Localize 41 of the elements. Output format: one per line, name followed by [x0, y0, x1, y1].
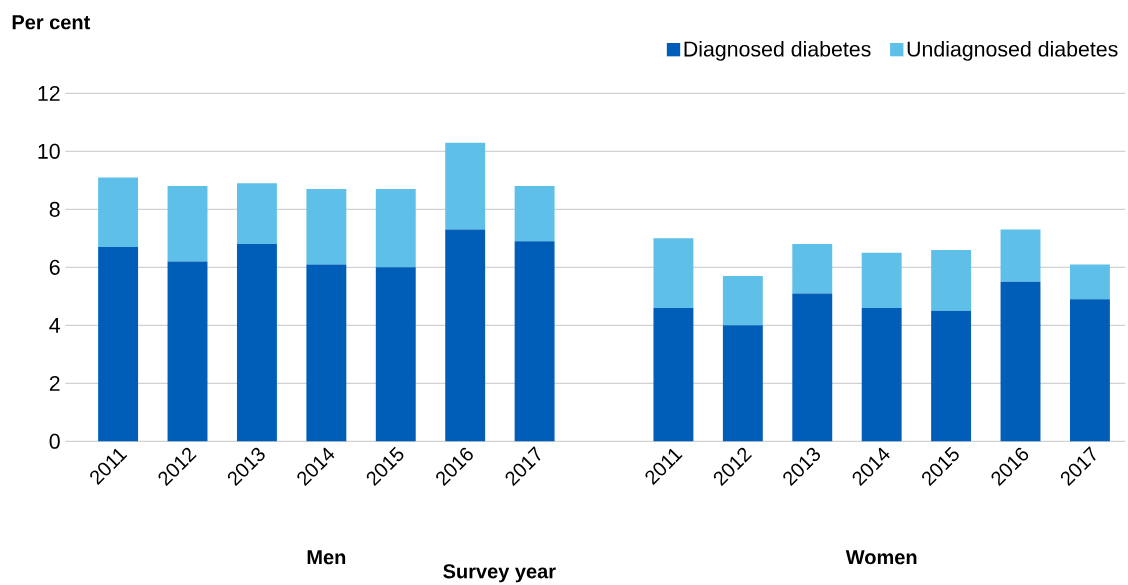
bar	[653, 307, 694, 442]
bar	[236, 183, 277, 245]
bar	[861, 252, 902, 308]
y-tick-label: 0	[49, 433, 60, 449]
bar	[445, 142, 486, 230]
bar	[1000, 281, 1041, 442]
bar	[167, 261, 208, 442]
y-axis-title: Per cent	[12, 15, 91, 30]
bar	[445, 229, 486, 442]
y-tick-label: 10	[38, 143, 60, 159]
bar	[1000, 229, 1041, 282]
bar	[861, 307, 902, 442]
y-tick-label: 4	[49, 317, 60, 333]
bar	[722, 276, 763, 326]
bar	[514, 186, 555, 242]
bar	[306, 264, 347, 442]
x-axis-title: Survey year	[443, 564, 556, 583]
bar	[375, 189, 416, 268]
bar	[167, 186, 208, 262]
text: Women	[845, 550, 917, 565]
bar	[236, 244, 277, 442]
bar	[931, 310, 972, 442]
bar	[98, 177, 139, 248]
text: Men	[307, 550, 346, 565]
bar	[514, 241, 555, 442]
legend-label: Diagnosed diabetes	[684, 40, 871, 61]
y-tick-label: 6	[49, 259, 60, 275]
bar	[653, 238, 694, 308]
y-tick-label: 12	[38, 85, 60, 101]
bar	[931, 249, 972, 311]
bar	[1069, 264, 1110, 300]
bar	[98, 247, 139, 442]
bar	[1069, 299, 1110, 442]
bar	[792, 244, 833, 294]
y-tick-label: 8	[49, 201, 60, 217]
y-tick-label: 2	[49, 375, 60, 391]
legend-label: Undiagnosed diabetes	[907, 40, 1118, 61]
bar	[375, 267, 416, 442]
bar	[722, 325, 763, 442]
bar	[792, 293, 833, 442]
bar	[306, 189, 347, 265]
